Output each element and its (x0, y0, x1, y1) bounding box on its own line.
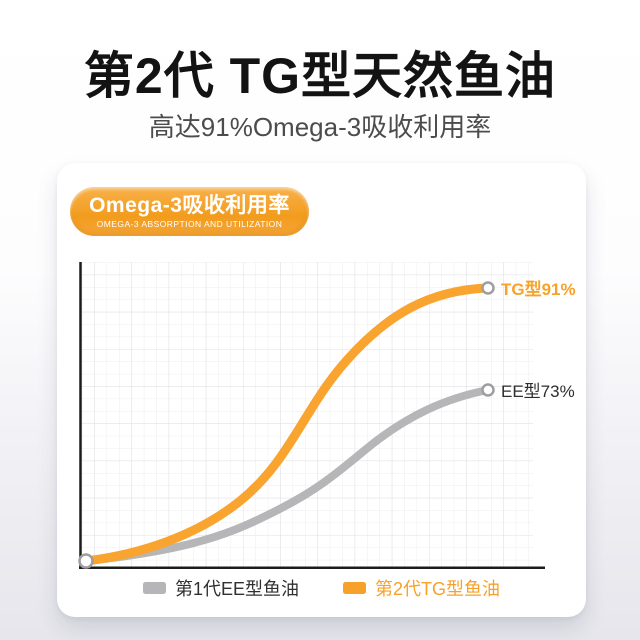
chart-card: Omega-3吸收利用率 OMEGA-3 ABSORPTION AND UTIL… (57, 163, 586, 617)
ee-endpoint-marker (481, 383, 495, 397)
origin-marker (78, 553, 94, 569)
absorption-badge: Omega-3吸收利用率 OMEGA-3 ABSORPTION AND UTIL… (70, 187, 309, 236)
legend-label-tg: 第2代TG型鱼油 (375, 579, 501, 599)
legend-swatch-tg (343, 582, 366, 594)
badge-title: Omega-3吸收利用率 (89, 193, 290, 217)
chart-legend: 第1代EE型鱼油 第2代TG型鱼油 (57, 575, 586, 601)
page-subtitle: 高达91%Omega-3吸收利用率 (148, 112, 492, 142)
legend-item-tg: 第2代TG型鱼油 (343, 575, 500, 601)
legend-swatch-ee (142, 582, 166, 594)
legend-item-ee: 第1代EE型鱼油 (142, 575, 299, 601)
badge-subtitle: OMEGA-3 ABSORPTION AND UTILIZATION (96, 219, 283, 230)
absorption-chart: TG型91% EE型73% (78, 262, 576, 570)
ee-endpoint-label: EE型73% (501, 382, 575, 401)
ee-curve (82, 386, 492, 565)
tg-endpoint-marker (481, 281, 495, 295)
tg-endpoint-label: TG型91% (501, 279, 576, 299)
tg-curve (81, 283, 493, 566)
legend-label-ee: 第1代EE型鱼油 (174, 579, 299, 599)
page-title: 第2代 TG型天然鱼油 (83, 48, 557, 104)
